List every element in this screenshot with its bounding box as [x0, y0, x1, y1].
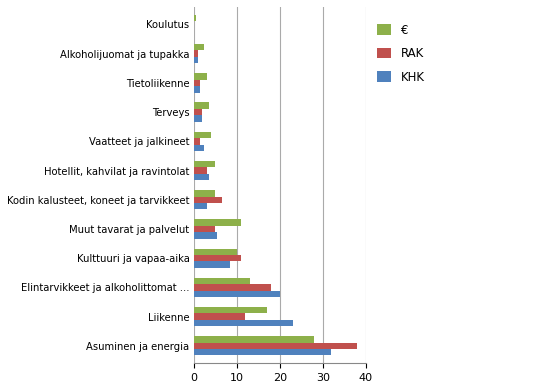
Bar [194, 278, 249, 284]
Bar [194, 255, 241, 261]
Bar [194, 103, 208, 109]
Bar [194, 174, 208, 180]
Bar [194, 145, 205, 151]
Bar [194, 73, 207, 80]
Bar [194, 203, 207, 209]
Bar [194, 320, 293, 326]
Bar [194, 132, 211, 138]
Bar [194, 80, 200, 86]
Legend: €, RAK, KHK: €, RAK, KHK [374, 20, 428, 87]
Bar [194, 314, 245, 320]
Bar [194, 15, 196, 21]
Bar [194, 21, 195, 28]
Bar [194, 261, 230, 268]
Bar [194, 44, 205, 50]
Bar [194, 248, 237, 255]
Bar [194, 226, 215, 232]
Bar [194, 291, 280, 297]
Bar [194, 86, 200, 92]
Bar [194, 336, 314, 342]
Bar [194, 342, 357, 349]
Bar [194, 167, 207, 174]
Bar [194, 197, 222, 203]
Bar [194, 232, 217, 239]
Bar [194, 28, 195, 34]
Bar [194, 284, 271, 291]
Bar [194, 349, 331, 355]
Bar [194, 190, 215, 197]
Bar [194, 57, 198, 63]
Bar [194, 138, 200, 145]
Bar [194, 219, 241, 226]
Bar [194, 161, 215, 167]
Bar [194, 50, 198, 57]
Bar [194, 307, 267, 314]
Bar [194, 115, 202, 122]
Bar [194, 109, 202, 115]
